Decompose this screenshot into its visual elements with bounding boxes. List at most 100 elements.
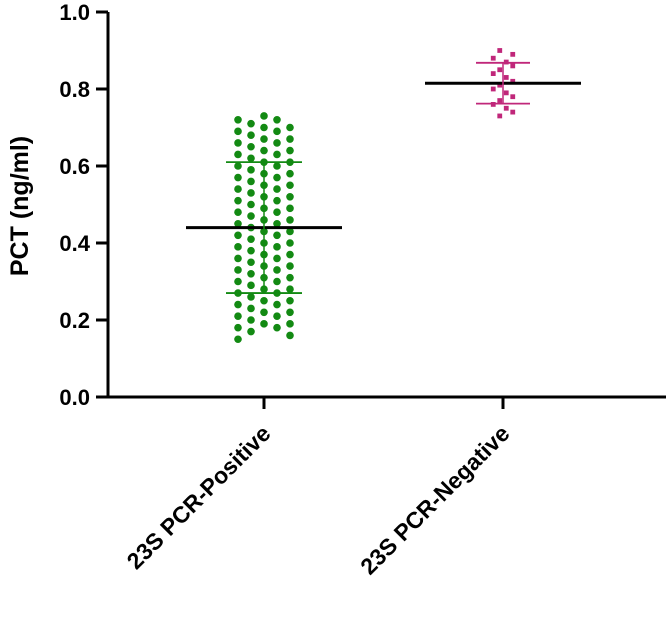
point-s1-c0-3	[490, 55, 496, 61]
y-axis-tick-labels: 0.0 0.2 0.4 0.6 0.8 1.0	[59, 0, 90, 410]
point-s0-c4-7	[286, 250, 294, 259]
y-axis-ticks	[96, 10, 108, 399]
summary-lines	[186, 61, 581, 294]
point-s0-c0-5	[234, 277, 242, 286]
point-s0-c3-9	[273, 219, 281, 228]
point-s0-c0-17	[234, 139, 242, 147]
point-s0-c4-10	[286, 216, 294, 224]
point-s0-c0-13	[234, 185, 242, 193]
point-s1-c0-1	[490, 86, 496, 92]
point-s0-c1-14	[247, 166, 255, 174]
point-s0-c0-8	[234, 243, 242, 251]
point-s0-c1-0	[247, 327, 255, 336]
point-s1-c1-2	[497, 82, 503, 88]
point-s0-c0-15	[234, 162, 242, 170]
point-s0-c2-16	[260, 135, 268, 143]
point-s0-c4-3	[286, 296, 294, 305]
point-s0-c3-6	[273, 254, 281, 263]
y-tick-label-1: 0.2	[59, 308, 90, 333]
point-s0-c3-4	[273, 277, 281, 286]
y-tick-label-3: 0.6	[59, 154, 90, 179]
point-s0-c4-18	[286, 123, 294, 132]
point-s0-c0-19	[234, 116, 242, 124]
point-s0-c3-18	[273, 116, 281, 124]
y-tick-label-5: 1.0	[59, 0, 90, 25]
point-s1-c1-1	[497, 98, 503, 103]
point-s1-c3-1	[510, 94, 516, 100]
point-s0-c3-8	[273, 231, 281, 240]
point-s0-c0-10	[234, 219, 242, 228]
point-s0-c4-16	[286, 146, 294, 155]
y-tick-label-2: 0.4	[59, 231, 90, 256]
point-s0-c2-17	[260, 123, 268, 132]
point-s0-c4-17	[286, 135, 294, 143]
point-s0-c4-1	[286, 320, 294, 328]
point-s0-c4-0	[286, 331, 294, 340]
point-s0-c1-2	[247, 304, 255, 313]
point-s0-c1-11	[247, 200, 255, 209]
point-s0-c2-15	[260, 146, 268, 155]
point-s0-c1-18	[247, 119, 255, 128]
point-s0-c3-5	[273, 266, 281, 274]
point-s0-c3-13	[273, 173, 281, 182]
point-s1-c2-2	[503, 75, 509, 80]
point-s1-c2-1	[503, 90, 509, 96]
point-s1-c1-4	[497, 48, 503, 53]
point-s1-c3-3	[510, 63, 516, 69]
point-s0-c3-0	[273, 323, 281, 332]
point-s0-c4-8	[286, 239, 294, 247]
x-axis-ticks	[262, 397, 505, 409]
point-s0-c0-14	[234, 173, 242, 182]
category-label-1: 23S PCR-Negative	[355, 420, 514, 579]
point-s0-c3-10	[273, 208, 281, 216]
y-axis-title: PCT (ng/ml)	[6, 136, 34, 276]
point-s1-c0-2	[490, 71, 496, 76]
point-s0-c0-16	[234, 150, 242, 159]
point-s0-c3-16	[273, 139, 281, 147]
point-s0-c3-11	[273, 196, 281, 205]
point-s0-c0-11	[234, 208, 242, 216]
point-s0-c4-2	[286, 308, 294, 317]
y-tick-label-0: 0.0	[59, 385, 90, 410]
point-s0-c3-7	[273, 243, 281, 251]
point-s0-c0-7	[234, 254, 242, 263]
point-s0-c1-10	[247, 212, 255, 220]
point-s1-c3-2	[510, 78, 516, 84]
point-s1-c1-0	[497, 113, 503, 119]
point-s0-c4-5	[286, 273, 294, 282]
point-s0-c0-18	[234, 127, 242, 136]
point-s1-c3-0	[510, 109, 516, 115]
point-s0-c3-1	[273, 312, 281, 320]
point-s0-c1-8	[247, 235, 255, 243]
data-points	[234, 48, 516, 344]
point-s0-c1-15	[247, 154, 255, 163]
point-s0-c1-3	[247, 293, 255, 301]
point-s0-c3-15	[273, 150, 281, 159]
point-s0-c4-13	[286, 181, 294, 190]
point-s0-c3-17	[273, 127, 281, 136]
point-s0-c0-1	[234, 323, 242, 332]
point-s0-c4-4	[286, 285, 294, 294]
point-s0-c4-6	[286, 262, 294, 270]
point-s0-c0-6	[234, 266, 242, 274]
point-s0-c1-13	[247, 177, 255, 186]
point-s0-c1-5	[247, 270, 255, 278]
point-s0-c3-12	[273, 185, 281, 193]
point-s0-c2-0	[260, 320, 268, 328]
point-s0-c2-18	[260, 112, 268, 120]
point-s1-c3-4	[510, 51, 516, 57]
point-s0-c1-12	[247, 189, 255, 197]
point-s0-c4-14	[286, 169, 294, 178]
point-s0-c4-9	[286, 227, 294, 236]
x-axis-category-labels: 23S PCR-Positive 23S PCR-Negative	[122, 420, 515, 579]
point-s0-c3-2	[273, 300, 281, 309]
point-s0-c2-1	[260, 308, 268, 317]
point-s0-c4-11	[286, 204, 294, 213]
point-s0-c0-12	[234, 196, 242, 205]
point-s0-c0-0	[234, 335, 242, 344]
point-s0-c1-6	[247, 258, 255, 267]
point-s1-c2-0	[503, 105, 509, 111]
point-s0-c1-7	[247, 246, 255, 255]
point-s1-c1-3	[497, 67, 503, 73]
